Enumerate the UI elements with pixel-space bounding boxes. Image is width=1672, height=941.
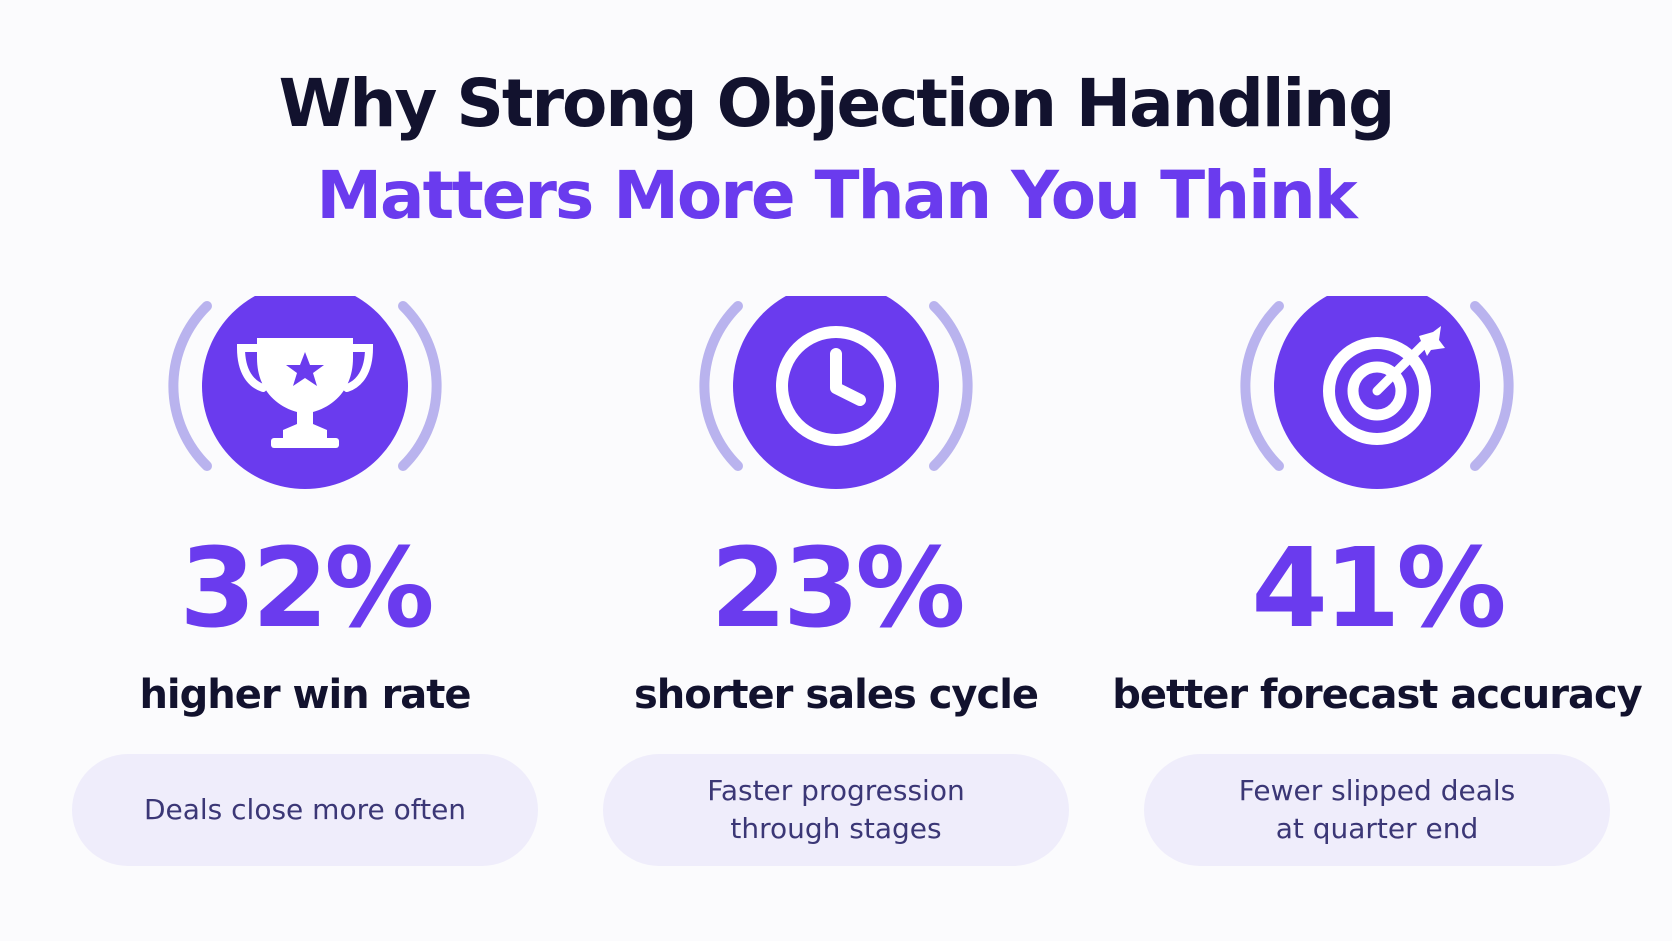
stat-label: better forecast accuracy <box>1112 672 1642 718</box>
stat-card-forecast-accuracy: 41% better forecast accuracy Fewer slipp… <box>1097 296 1657 896</box>
right-arc-decoration <box>398 301 442 471</box>
headline-line-1: Why Strong Objection Handling <box>278 65 1396 142</box>
stat-label: shorter sales cycle <box>633 672 1039 718</box>
target-icon <box>1323 326 1445 445</box>
stat-card-win-rate: 32% higher win rate Deals close more oft… <box>25 296 585 896</box>
stat-description-pill: Fewer slipped deals at quarter end <box>1144 754 1610 866</box>
trophy-badge <box>155 296 455 516</box>
clock-icon <box>776 326 896 446</box>
stat-card-sales-cycle: 23% shorter sales cycle Faster progressi… <box>556 296 1116 896</box>
left-arc-decoration <box>168 301 212 471</box>
stat-value: 23% <box>710 524 965 652</box>
stat-value: 32% <box>179 524 434 652</box>
headline-line-2: Matters More Than You Think <box>316 157 1357 234</box>
stat-label: higher win rate <box>139 672 471 718</box>
left-arc-decoration <box>699 301 743 471</box>
right-arc-decoration <box>929 301 973 471</box>
target-badge <box>1227 296 1527 516</box>
clock-badge <box>686 296 986 516</box>
stat-value: 41% <box>1251 524 1506 652</box>
trophy-icon <box>236 338 374 448</box>
stat-description-pill: Deals close more often <box>72 754 538 866</box>
stat-description-pill: Faster progression through stages <box>603 754 1069 866</box>
right-arc-decoration <box>1470 301 1514 471</box>
left-arc-decoration <box>1240 301 1284 471</box>
